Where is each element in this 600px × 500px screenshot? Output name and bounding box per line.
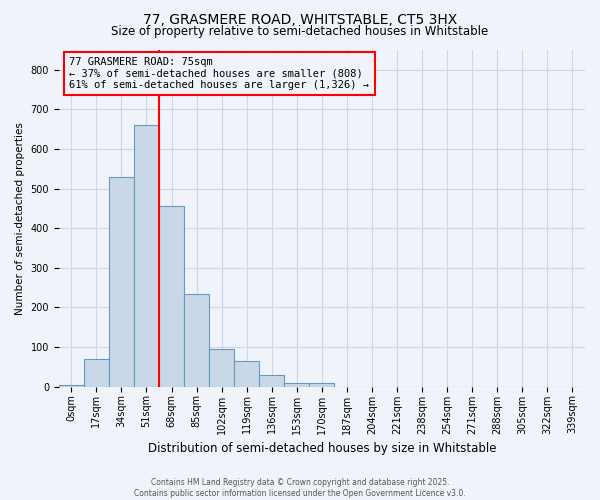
Bar xyxy=(184,294,209,386)
Bar xyxy=(84,359,109,386)
Bar xyxy=(109,176,134,386)
Bar xyxy=(259,375,284,386)
Bar xyxy=(209,349,234,387)
Text: Size of property relative to semi-detached houses in Whitstable: Size of property relative to semi-detach… xyxy=(112,25,488,38)
Bar xyxy=(134,126,159,386)
Text: 77 GRASMERE ROAD: 75sqm
← 37% of semi-detached houses are smaller (808)
61% of s: 77 GRASMERE ROAD: 75sqm ← 37% of semi-de… xyxy=(70,56,370,90)
Bar xyxy=(159,206,184,386)
Bar xyxy=(234,361,259,386)
Y-axis label: Number of semi-detached properties: Number of semi-detached properties xyxy=(15,122,25,315)
Text: 77, GRASMERE ROAD, WHITSTABLE, CT5 3HX: 77, GRASMERE ROAD, WHITSTABLE, CT5 3HX xyxy=(143,12,457,26)
Bar xyxy=(310,384,334,386)
Bar xyxy=(284,384,310,386)
X-axis label: Distribution of semi-detached houses by size in Whitstable: Distribution of semi-detached houses by … xyxy=(148,442,496,455)
Text: Contains HM Land Registry data © Crown copyright and database right 2025.
Contai: Contains HM Land Registry data © Crown c… xyxy=(134,478,466,498)
